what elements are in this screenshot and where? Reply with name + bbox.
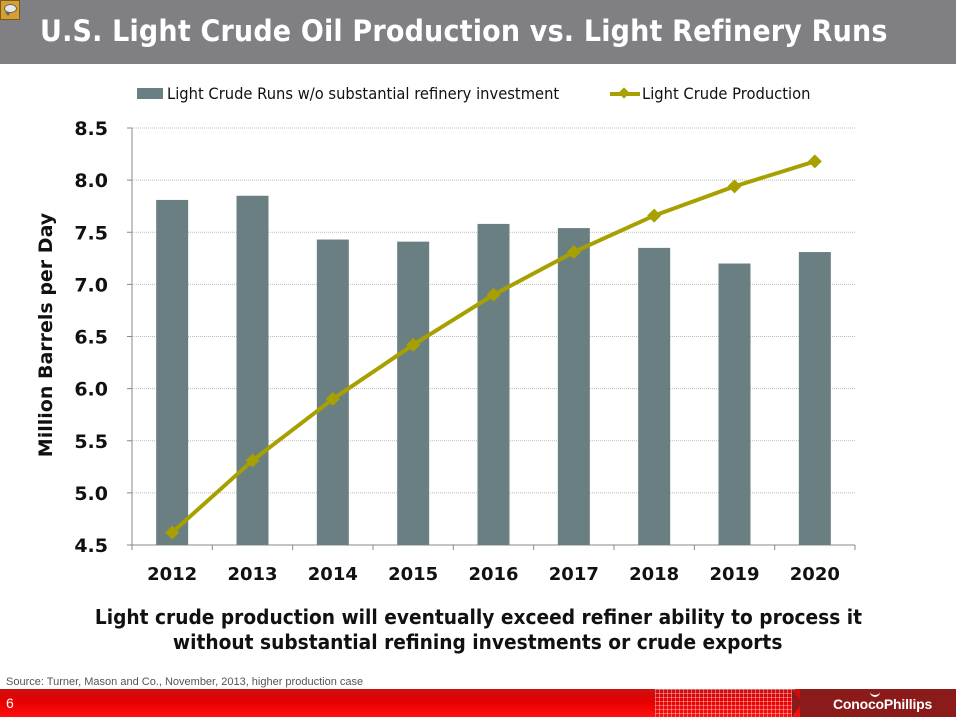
bar-2016 bbox=[477, 223, 510, 545]
comment-icon[interactable] bbox=[0, 0, 20, 20]
legend-label-runs: Light Crude Runs w/o substantial refiner… bbox=[167, 84, 560, 103]
footer-pattern bbox=[655, 689, 795, 717]
caption-line-1: Light crude production will eventually e… bbox=[94, 605, 862, 629]
x-tick-label: 2020 bbox=[790, 564, 840, 585]
x-tick-label: 2018 bbox=[629, 564, 679, 585]
y-tick-label: 8.0 bbox=[74, 170, 108, 192]
comment-bubble-tail bbox=[5, 12, 11, 16]
production-marker-2018 bbox=[647, 208, 662, 223]
bar-2015 bbox=[397, 241, 430, 545]
source-note: Source: Turner, Mason and Co., November,… bbox=[6, 676, 364, 688]
x-tick-label: 2012 bbox=[147, 564, 197, 585]
production-marker-2017 bbox=[566, 245, 581, 260]
y-tick-label: 5.0 bbox=[74, 483, 108, 505]
production-marker-2019 bbox=[727, 179, 742, 194]
legend-item-runs: Light Crude Runs w/o substantial refiner… bbox=[137, 84, 593, 103]
footer-chevron-icon bbox=[792, 689, 802, 717]
x-tick-label: 2017 bbox=[549, 564, 599, 585]
company-logo: ConocoPhillips bbox=[833, 696, 933, 712]
x-tick-label: 2016 bbox=[468, 564, 518, 585]
legend-swatch-line bbox=[610, 87, 640, 99]
y-tick-label: 8.5 bbox=[74, 118, 108, 140]
y-tick-label: 4.5 bbox=[74, 535, 108, 557]
production-marker-2015 bbox=[406, 337, 421, 352]
footer-bar: 6 ConocoPhillips bbox=[0, 689, 956, 717]
bar-2013 bbox=[236, 195, 269, 545]
production-marker-2014 bbox=[325, 392, 340, 407]
caption-line-2: without substantial refining investments… bbox=[173, 630, 783, 654]
chart-plot: 4.5 5.0 5.5 6.0 6.5 7.0 7.5 8.0 8.5 2012 2013 2014 2… bbox=[74, 118, 856, 585]
x-tick-label: 2015 bbox=[388, 564, 438, 585]
slide-title: U.S. Light Crude Oil Production vs. Ligh… bbox=[40, 14, 888, 48]
production-marker-2012 bbox=[165, 525, 180, 540]
legend-label-production: Light Crude Production bbox=[642, 84, 811, 103]
production-marker-2013 bbox=[245, 453, 260, 468]
legend-item-production: Light Crude Production bbox=[610, 84, 825, 103]
chart-legend: Light Crude Runs w/o substantial refiner… bbox=[0, 84, 956, 106]
production-marker-2020 bbox=[807, 154, 822, 169]
bar-2017 bbox=[557, 228, 590, 545]
production-marker-2016 bbox=[486, 287, 501, 302]
bar-2018 bbox=[638, 247, 671, 545]
logo-swoosh-icon bbox=[870, 690, 880, 697]
y-tick-label: 6.0 bbox=[74, 379, 108, 401]
title-bar: U.S. Light Crude Oil Production vs. Ligh… bbox=[0, 0, 956, 64]
legend-swatch-bar bbox=[137, 88, 163, 99]
page-number: 6 bbox=[6, 695, 14, 711]
y-tick-label: 5.5 bbox=[74, 431, 108, 453]
x-tick-label: 2014 bbox=[308, 564, 358, 585]
x-tick-label: 2019 bbox=[709, 564, 759, 585]
y-tick-label: 7.0 bbox=[74, 274, 108, 296]
x-tick-label: 2013 bbox=[227, 564, 277, 585]
bar-2012 bbox=[156, 199, 189, 545]
y-tick-label: 7.5 bbox=[74, 222, 108, 244]
y-tick-label: 6.5 bbox=[74, 327, 108, 349]
bar-2020 bbox=[798, 252, 831, 545]
bar-2019 bbox=[718, 263, 751, 545]
